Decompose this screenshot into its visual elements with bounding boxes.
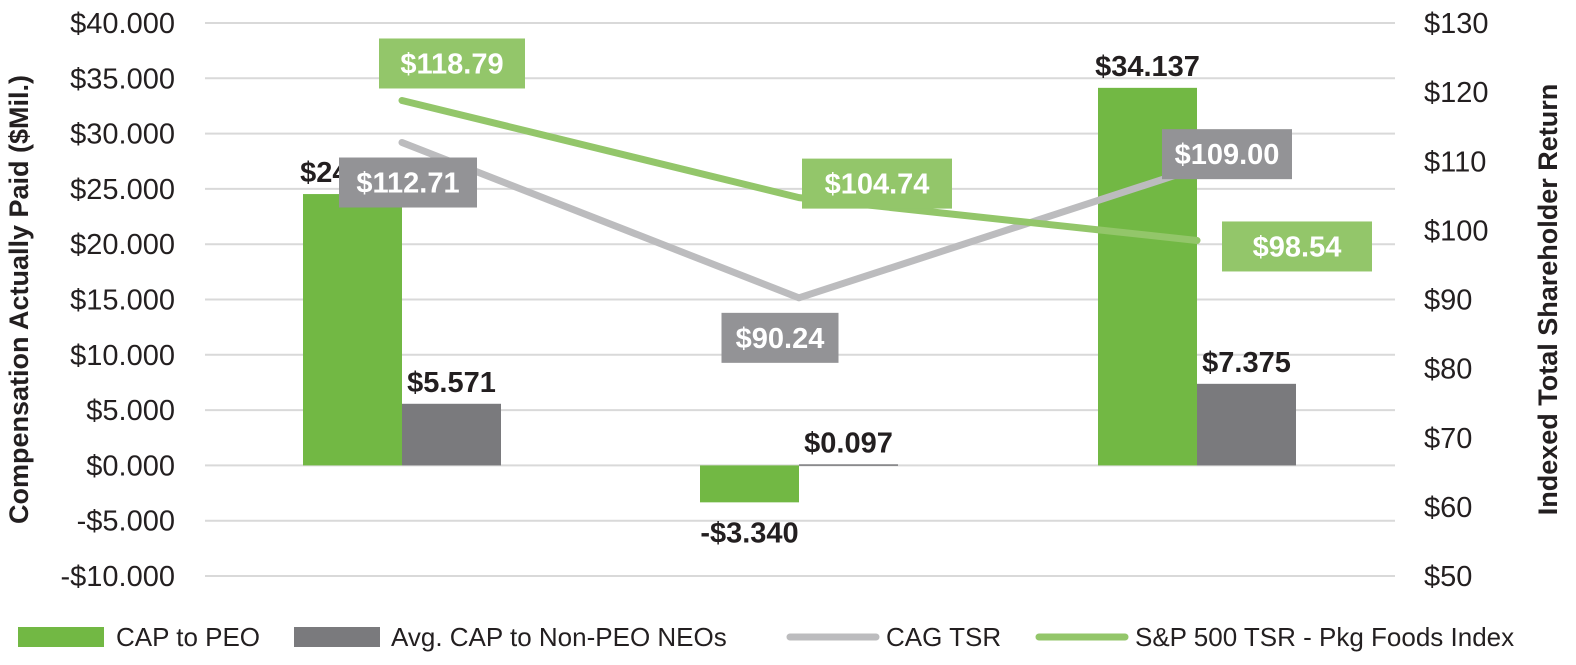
cag-tsr-data-label: $109.00 <box>1175 139 1280 171</box>
sp500-tsr-data-label: $118.79 <box>400 48 503 80</box>
line-sp500-tsr <box>398 96 1201 244</box>
bar-data-label: $34.137 <box>1095 51 1200 83</box>
sp500-tsr-data-label: $98.54 <box>1253 231 1342 263</box>
y-right-tick-label: $50 <box>1424 561 1472 593</box>
bar-cap-neo <box>799 464 898 466</box>
legend-label: CAG TSR <box>886 622 1001 652</box>
legend-swatch <box>294 627 380 647</box>
y-left-tick-label: $10.000 <box>70 340 175 372</box>
cag-tsr-data-label: $112.71 <box>356 168 459 200</box>
bar-data-label: $0.097 <box>804 427 893 459</box>
line-cag-tsr <box>398 139 1201 302</box>
y-left-axis-title: Compensation Actually Paid ($Mil.) <box>4 75 34 524</box>
cag-tsr-data-label: $90.24 <box>736 323 825 355</box>
legend-label: CAP to PEO <box>116 622 260 652</box>
y-right-tick-label: $110 <box>1424 146 1486 178</box>
y-left-tick-label: $5.000 <box>86 395 175 427</box>
y-right-tick-label: $100 <box>1424 215 1489 247</box>
y-right-tick-label: $80 <box>1424 354 1472 386</box>
legend-label: S&P 500 TSR - Pkg Foods Index <box>1135 622 1514 652</box>
y-left-tick-label: $30.000 <box>70 119 175 151</box>
cag-tsr-label-box <box>1162 129 1292 180</box>
y-left-tick-label: $40.000 <box>70 8 175 40</box>
legend-label: Avg. CAP to Non-PEO NEOs <box>391 622 727 652</box>
legend-swatch <box>18 627 104 647</box>
sp500-tsr-label-box <box>802 158 952 209</box>
y-left-tick-label: -$10.000 <box>61 561 176 593</box>
y-right-tick-label: $70 <box>1424 423 1472 455</box>
sp500-tsr-label-box <box>379 38 525 89</box>
y-left-tick-label: $25.000 <box>70 174 175 206</box>
y-left-tick-label: $20.000 <box>70 229 175 261</box>
bar-data-label: $7.375 <box>1202 347 1291 379</box>
sp500-tsr-label-box <box>1222 221 1372 272</box>
cag-tsr-label-box <box>721 312 839 363</box>
y-left-tick-label: $35.000 <box>70 63 175 95</box>
bar-data-label: -$3.340 <box>700 517 798 549</box>
y-right-tick-label: $60 <box>1424 492 1472 524</box>
bar-data-label: $5.571 <box>407 367 496 399</box>
cag-tsr-label-box <box>339 157 477 208</box>
y-right-tick-label: $130 <box>1424 8 1489 40</box>
bar-cap-peo <box>700 465 799 503</box>
y-right-tick-label: $90 <box>1424 285 1472 317</box>
y-right-axis-title: Indexed Total Shareholder Return <box>1533 84 1563 516</box>
y-left-tick-label: $15.000 <box>70 285 175 317</box>
sp500-tsr-data-label: $104.74 <box>825 169 930 201</box>
bar-cap-neo <box>1197 383 1296 466</box>
bar-cap-neo <box>402 403 501 466</box>
bar-cap-peo <box>303 194 402 466</box>
y-left-tick-label: $0.000 <box>86 450 175 482</box>
y-left-tick-label: -$5.000 <box>77 506 175 538</box>
y-right-tick-label: $120 <box>1424 77 1489 109</box>
